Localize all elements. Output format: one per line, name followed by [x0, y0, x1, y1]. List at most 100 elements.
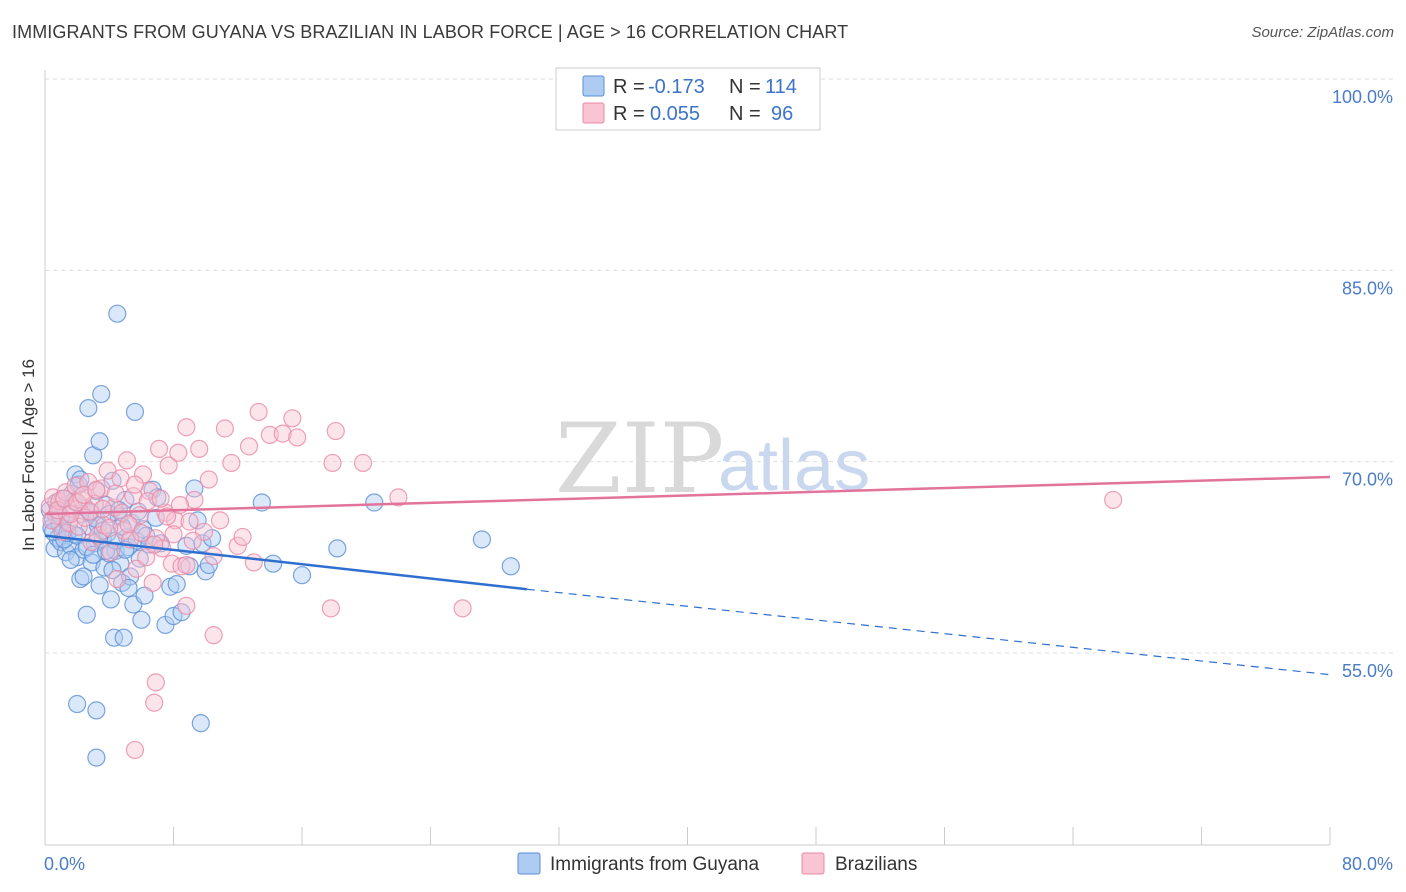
- bottom-legend-swatch-brazilians: [801, 852, 825, 875]
- data-point-brazilians: [169, 443, 188, 462]
- data-point-guyana: [130, 549, 149, 568]
- chart-title: IMMIGRANTS FROM GUYANA VS BRAZILIAN IN L…: [12, 22, 849, 42]
- data-point-guyana: [92, 384, 111, 404]
- data-point-brazilians: [204, 626, 223, 645]
- trend-line-guyana: [44, 534, 528, 591]
- data-point-brazilians: [164, 525, 183, 544]
- data-point-guyana: [87, 748, 106, 767]
- data-point-brazilians: [143, 573, 162, 592]
- data-point-brazilians: [389, 488, 408, 507]
- data-point-guyana: [68, 694, 87, 714]
- data-point-guyana: [328, 539, 347, 558]
- series-guyana-points: [40, 304, 520, 767]
- data-point-brazilians: [180, 512, 199, 531]
- y-tick-labels: 55.0% 70.0% 85.0% 100.0%: [1332, 87, 1393, 681]
- data-point-brazilians: [108, 569, 127, 589]
- trend-line-brazilians: [44, 475, 1331, 516]
- data-point-brazilians: [125, 740, 145, 760]
- y-tick-label: 85.0%: [1342, 278, 1393, 298]
- data-point-guyana: [292, 566, 312, 585]
- data-point-brazilians: [244, 553, 263, 572]
- data-point-brazilians: [157, 507, 177, 526]
- data-point-guyana: [501, 557, 520, 576]
- x-tick-label: 0.0%: [44, 854, 85, 874]
- data-point-brazilians: [42, 511, 61, 530]
- legend-n-value-guyana: 114: [765, 76, 797, 98]
- data-point-brazilians: [288, 428, 307, 447]
- x-tick-labels: 0.0% 80.0%: [44, 854, 1393, 874]
- data-point-brazilians: [353, 453, 373, 473]
- legend: R = -0.173 N = 114 R = 0.055 N = 96: [555, 67, 821, 131]
- legend-swatch-brazilians: [582, 102, 605, 124]
- x-tick-label: 80.0%: [1342, 854, 1393, 874]
- y-tick-label: 70.0%: [1342, 470, 1393, 490]
- data-point-guyana: [108, 304, 127, 323]
- bottom-legend-label-brazilians: Brazilians: [835, 854, 917, 875]
- data-point-brazilians: [146, 529, 165, 548]
- data-point-brazilians: [125, 475, 145, 494]
- y-tick-label: 55.0%: [1342, 661, 1393, 681]
- data-point-guyana: [87, 701, 106, 720]
- data-point-brazilians: [146, 673, 165, 692]
- data-point-guyana: [365, 493, 384, 512]
- data-point-brazilians: [183, 531, 202, 550]
- data-point-brazilians: [273, 424, 292, 443]
- data-point-guyana: [90, 432, 109, 451]
- data-point-brazilians: [106, 484, 125, 503]
- bottom-legend: Immigrants from Guyana Brazilians: [517, 852, 917, 875]
- legend-n-label-guyana: N =: [729, 76, 761, 98]
- data-point-brazilians: [326, 421, 345, 441]
- data-point-brazilians: [124, 487, 143, 506]
- legend-r-label-brazilians: R =: [613, 103, 645, 125]
- data-point-brazilians: [453, 599, 472, 618]
- chart-source: Source: ZipAtlas.com: [1251, 24, 1394, 41]
- data-point-brazilians: [239, 437, 259, 456]
- axes: [44, 70, 1331, 846]
- data-point-brazilians: [283, 409, 302, 428]
- legend-n-label-brazilians: N =: [729, 103, 761, 125]
- data-point-guyana: [77, 605, 96, 624]
- data-point-brazilians: [228, 536, 247, 555]
- data-point-brazilians: [177, 418, 196, 437]
- data-point-brazilians: [119, 515, 138, 534]
- data-point-guyana: [79, 398, 98, 418]
- data-point-brazilians: [117, 451, 137, 470]
- data-point-brazilians: [321, 599, 341, 618]
- data-point-brazilians: [145, 693, 164, 712]
- data-point-brazilians: [210, 511, 230, 530]
- legend-r-label-guyana: R =: [613, 76, 645, 98]
- data-point-brazilians: [151, 489, 170, 508]
- data-point-brazilians: [177, 596, 196, 615]
- data-point-brazilians: [215, 419, 234, 438]
- data-point-brazilians: [93, 499, 112, 518]
- data-point-guyana: [199, 555, 218, 575]
- y-axis-label: In Labor Force | Age > 16: [19, 359, 38, 551]
- legend-r-value-guyana: -0.173: [648, 76, 705, 98]
- data-point-brazilians: [1104, 490, 1123, 510]
- data-point-guyana: [167, 575, 186, 594]
- data-point-guyana: [472, 530, 491, 549]
- data-point-brazilians: [149, 439, 169, 459]
- data-point-brazilians: [87, 480, 106, 499]
- data-point-guyana: [61, 550, 80, 569]
- data-point-brazilians: [323, 453, 342, 473]
- y-tick-label: 100.0%: [1332, 87, 1393, 107]
- legend-r-value-brazilians: 0.055: [650, 103, 700, 125]
- data-point-brazilians: [132, 523, 151, 543]
- data-point-guyana: [263, 554, 283, 573]
- data-point-brazilians: [145, 535, 164, 554]
- data-point-brazilians: [233, 527, 252, 547]
- series-brazilians-points: [40, 402, 1123, 760]
- legend-swatch-guyana: [582, 75, 605, 97]
- data-point-guyana: [114, 628, 133, 647]
- data-point-guyana: [74, 567, 93, 586]
- data-point-brazilians: [222, 453, 241, 473]
- data-point-guyana: [104, 628, 124, 647]
- bottom-legend-swatch-guyana: [517, 852, 541, 875]
- data-point-brazilians: [249, 402, 268, 422]
- data-point-brazilians: [199, 470, 218, 489]
- data-point-brazilians: [190, 439, 209, 459]
- bottom-legend-label-guyana: Immigrants from Guyana: [550, 854, 759, 875]
- legend-n-value-brazilians: 96: [771, 103, 793, 125]
